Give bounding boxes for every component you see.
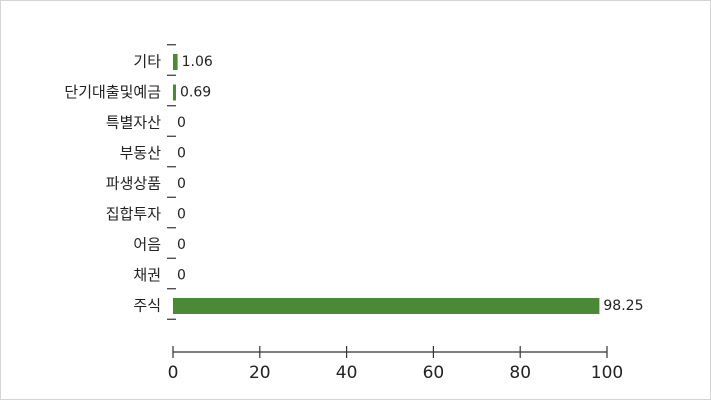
data-label: 0 — [177, 176, 186, 192]
category-label: 어음 — [133, 236, 161, 254]
data-label: 0 — [177, 115, 186, 131]
data-label: 0 — [177, 146, 186, 162]
x-tick-label: 20 — [249, 363, 271, 383]
data-label: 0.69 — [180, 85, 211, 101]
data-label: 0 — [177, 268, 186, 284]
category-label: 단기대출및예금 — [64, 83, 161, 101]
data-label: 0 — [177, 237, 186, 253]
category-label: 부동산 — [120, 144, 162, 162]
bar — [173, 54, 178, 70]
x-tick-label: 40 — [336, 363, 358, 383]
bar — [173, 84, 176, 101]
category-label: 주식 — [133, 297, 161, 315]
category-label: 집합투자 — [106, 205, 161, 223]
category-label: 채권 — [133, 266, 161, 284]
category-label: 기타 — [133, 53, 161, 71]
x-tick-label: 0 — [168, 363, 179, 383]
x-tick-label: 100 — [591, 363, 623, 383]
bar — [173, 298, 600, 314]
category-label: 특별자산 — [106, 114, 161, 132]
data-label: 0 — [177, 207, 186, 223]
data-label: 98.25 — [603, 298, 643, 314]
category-label: 파생상품 — [106, 175, 161, 193]
x-tick-label: 60 — [423, 363, 445, 383]
x-tick-label: 80 — [509, 363, 531, 383]
data-label: 1.06 — [182, 54, 213, 70]
